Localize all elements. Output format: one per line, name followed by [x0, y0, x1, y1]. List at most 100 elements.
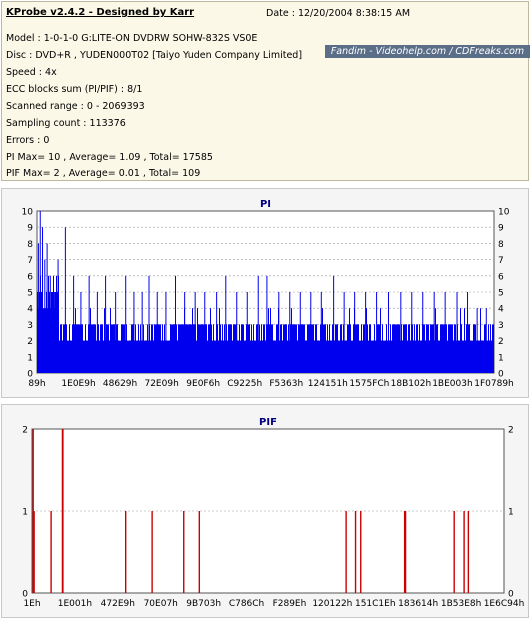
pi-ytick-left: 8	[27, 240, 33, 250]
pif-bar	[33, 511, 35, 593]
pi-bar	[339, 340, 340, 373]
pi-bar	[393, 324, 394, 373]
app-title: KProbe v2.4.2 - Designed by Karr	[6, 7, 195, 18]
pi-bar	[485, 324, 486, 373]
pif-bar	[360, 511, 362, 593]
pi-bar	[218, 340, 219, 373]
pi-bar	[403, 324, 404, 373]
pi-bar	[234, 324, 235, 373]
pi-bar	[342, 340, 343, 373]
pi-bar	[478, 340, 479, 373]
pi-bar	[282, 340, 283, 373]
pi-bar	[305, 340, 306, 373]
pi-bar	[348, 324, 349, 373]
pi-bar	[269, 324, 270, 373]
pi-bar	[435, 308, 436, 373]
pi-bar	[362, 340, 363, 373]
pi-bar	[46, 292, 47, 373]
pi-bar	[220, 324, 221, 373]
pi-bar	[263, 324, 264, 373]
pi-bar	[190, 324, 191, 373]
pi-bar	[464, 308, 465, 373]
pi-bar	[133, 292, 135, 373]
pi-bar	[341, 324, 342, 373]
pi-bar	[292, 324, 293, 373]
pi-bar	[205, 324, 206, 373]
pi-bar	[252, 340, 253, 373]
pi-bar	[261, 324, 262, 373]
pif-chart: PIF 0 0 1 1 2 2 1Eh 1E001h 472E9h 70E07h 9B703h C786…	[22, 417, 524, 609]
pi-bar	[177, 340, 178, 373]
pi-bar	[432, 324, 433, 373]
pi-bar	[129, 340, 130, 373]
pi-bar	[311, 324, 312, 373]
pi-bar	[192, 308, 193, 373]
pi-bar	[96, 292, 98, 373]
pi-bar	[423, 324, 424, 373]
pi-bar	[338, 340, 339, 373]
pi-bar	[470, 340, 471, 373]
pi-ytick-left: 4	[27, 305, 33, 315]
pi-ytick-right: 1	[498, 353, 504, 363]
pi-bar	[355, 324, 356, 373]
pi-bar	[207, 340, 208, 373]
pi-bar	[87, 340, 88, 373]
pi-bar	[333, 275, 335, 373]
pi-bar	[130, 340, 131, 373]
pi-bar	[98, 324, 99, 373]
pif-bar	[345, 511, 347, 593]
pi-bar	[173, 324, 174, 373]
pi-bar	[240, 340, 241, 373]
pif-xtick: 1E001h	[58, 599, 92, 609]
pi-bar	[417, 324, 418, 373]
pi-xtick: C9225h	[227, 379, 262, 389]
pi-bar	[216, 292, 218, 373]
pi-bar	[214, 340, 215, 373]
pi-bar	[45, 308, 46, 373]
pi-bar	[106, 324, 107, 373]
pi-bar	[196, 340, 197, 373]
pi-bar	[267, 324, 268, 373]
pif-xtick: F289Eh	[273, 599, 307, 609]
pi-bar	[193, 324, 194, 373]
pi-bar	[411, 292, 413, 373]
pi-bar	[394, 324, 395, 373]
pi-bar	[360, 340, 361, 373]
pi-bar	[119, 340, 120, 373]
pi-bar	[317, 340, 318, 373]
scan-date: Date : 12/20/2004 8:38:15 AM	[266, 8, 411, 19]
pi-bar	[163, 340, 164, 373]
pi-bar	[186, 324, 187, 373]
pi-bar	[93, 324, 94, 373]
info-disc: Disc : DVD+R , YUDEN000T02 [Taiyo Yuden …	[6, 50, 303, 61]
pi-bar	[481, 340, 482, 373]
pi-bar	[160, 324, 161, 373]
pi-bar	[94, 324, 95, 373]
pi-bar	[376, 292, 378, 373]
pi-bar	[361, 324, 362, 373]
pi-bar	[377, 324, 378, 373]
pi-bar	[103, 340, 104, 373]
pi-bar	[197, 308, 198, 373]
pi-bar	[266, 275, 268, 373]
pi-bar	[404, 324, 405, 373]
pi-bar	[164, 324, 165, 373]
pi-bar	[201, 324, 202, 373]
pi-bar	[180, 324, 181, 373]
pi-bar	[327, 324, 328, 373]
pi-bar	[330, 340, 331, 373]
pi-ytick-left: 0	[27, 370, 33, 380]
pi-bar	[191, 324, 192, 373]
pi-bar	[254, 340, 255, 373]
pi-bar	[302, 324, 303, 373]
pi-bar	[211, 324, 212, 373]
pi-bar	[288, 324, 289, 373]
pi-bar	[174, 324, 175, 373]
pi-bar	[125, 275, 127, 373]
pi-bar	[309, 324, 310, 373]
pi-bar	[299, 324, 300, 373]
pi-bar	[368, 340, 369, 373]
info-sampling-count: Sampling count : 113376	[6, 118, 126, 129]
pi-bar	[407, 340, 408, 373]
pi-bar	[364, 324, 365, 373]
